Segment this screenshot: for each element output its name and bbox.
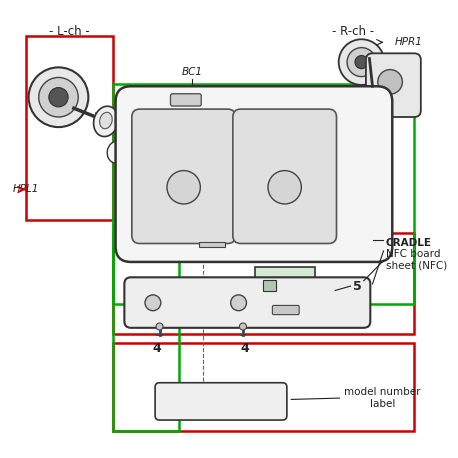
FancyBboxPatch shape — [255, 267, 315, 294]
Circle shape — [39, 77, 78, 117]
Text: - L-ch -: - L-ch - — [49, 25, 90, 38]
Text: BC1: BC1 — [182, 67, 203, 77]
Text: NFC board: NFC board — [386, 249, 440, 259]
Circle shape — [156, 323, 163, 330]
Circle shape — [49, 87, 68, 107]
Text: 5: 5 — [353, 279, 361, 293]
Text: CRADLE: CRADLE — [386, 238, 432, 248]
FancyBboxPatch shape — [273, 305, 299, 315]
Text: HPR1: HPR1 — [394, 38, 422, 47]
Circle shape — [378, 70, 403, 94]
Ellipse shape — [93, 106, 118, 136]
Circle shape — [231, 295, 246, 311]
Circle shape — [167, 170, 200, 204]
Ellipse shape — [107, 141, 126, 163]
Circle shape — [145, 295, 161, 311]
Text: model number
label: model number label — [344, 387, 420, 409]
FancyBboxPatch shape — [125, 277, 371, 328]
FancyBboxPatch shape — [199, 242, 225, 247]
FancyBboxPatch shape — [233, 109, 337, 244]
FancyBboxPatch shape — [263, 280, 276, 291]
Ellipse shape — [99, 112, 112, 129]
Circle shape — [339, 39, 384, 85]
FancyBboxPatch shape — [170, 94, 201, 106]
Circle shape — [28, 67, 88, 127]
Text: - R-ch -: - R-ch - — [332, 25, 374, 38]
Text: HPL1: HPL1 — [12, 185, 39, 195]
Circle shape — [355, 55, 368, 69]
Text: sheet (NFC): sheet (NFC) — [386, 261, 447, 271]
FancyBboxPatch shape — [115, 86, 392, 262]
FancyBboxPatch shape — [132, 109, 235, 244]
Text: 4: 4 — [153, 342, 162, 355]
Circle shape — [268, 170, 301, 204]
Circle shape — [347, 48, 376, 76]
Text: 4: 4 — [241, 342, 250, 355]
FancyBboxPatch shape — [155, 383, 287, 420]
Circle shape — [240, 323, 246, 330]
FancyBboxPatch shape — [366, 53, 421, 117]
